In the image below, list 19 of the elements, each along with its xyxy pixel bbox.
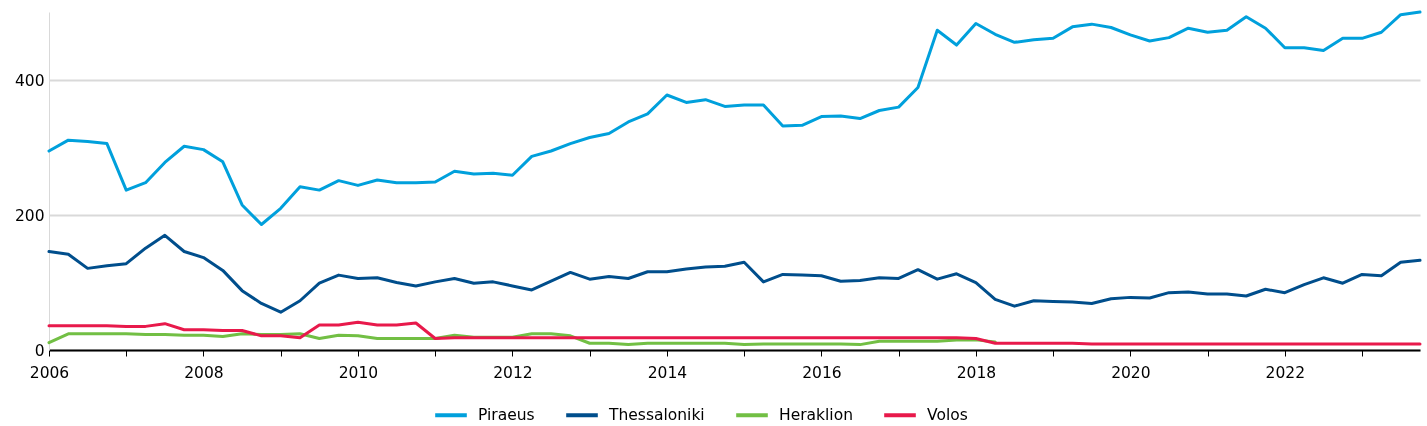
legend-label: Volos (927, 406, 968, 425)
line-series (47, 320, 1422, 346)
y-tick-label: 400 (14, 71, 45, 90)
x-tick-label: 2014 (647, 363, 688, 382)
y-tick-label: 200 (14, 206, 45, 225)
x-tick-label: 2018 (956, 363, 997, 382)
x-tick-label: 2010 (338, 363, 379, 382)
legend-label: Piraeus (478, 406, 535, 425)
y-tick-label: 0 (34, 341, 45, 360)
x-tick-label: 2012 (493, 363, 533, 382)
line-series (47, 10, 1422, 227)
legend-label: Thessaloniki (608, 406, 705, 425)
x-tick-label: 2006 (29, 363, 70, 382)
legend-label: Heraklion (779, 406, 853, 425)
x-tick-label: 2022 (1265, 363, 1306, 382)
x-tick-label: 2008 (184, 363, 224, 382)
x-tick-label: 2016 (802, 363, 842, 382)
line-series (47, 233, 1422, 314)
x-tick-label: 2020 (1111, 363, 1151, 382)
